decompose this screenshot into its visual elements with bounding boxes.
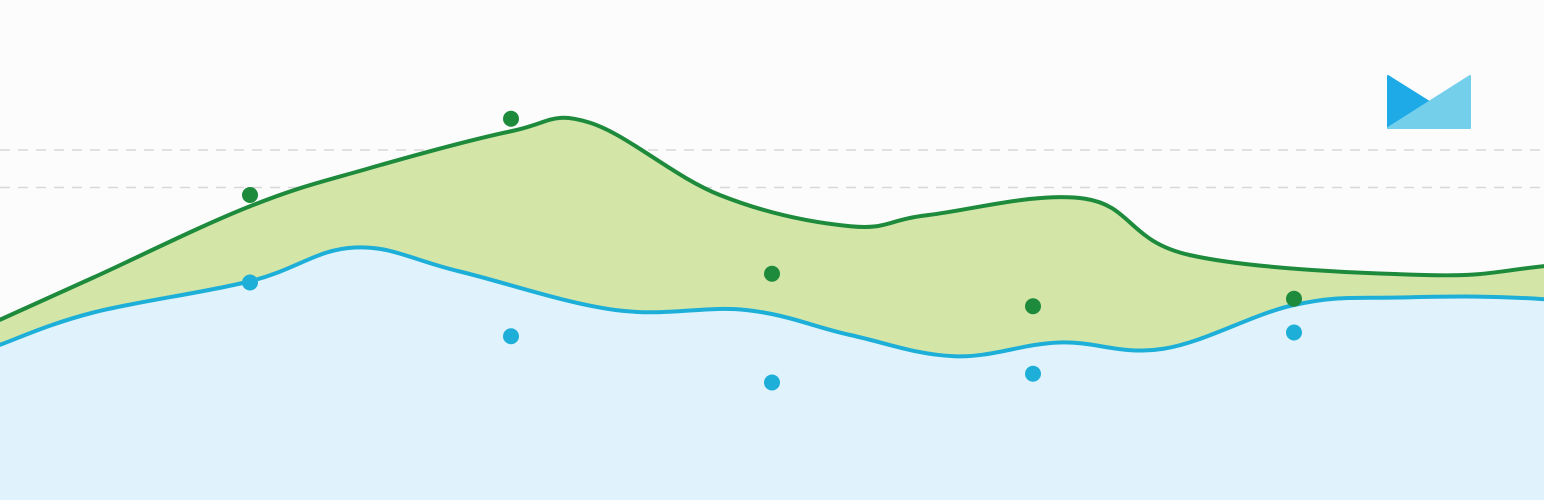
series-1-point-0[interactable] [242, 187, 258, 203]
series-2-point-4[interactable] [1286, 324, 1302, 341]
envelope-right-panel [1387, 75, 1471, 129]
envelope-icon [1387, 75, 1471, 129]
series-1-point-2[interactable] [764, 265, 780, 282]
series-2-area [0, 247, 1544, 500]
series-2-point-1[interactable] [503, 328, 519, 345]
series-1-point-4[interactable] [1286, 290, 1302, 307]
series-1-point-1[interactable] [503, 110, 519, 127]
series-2-point-3[interactable] [1025, 365, 1041, 382]
series-1-point-3[interactable] [1025, 298, 1041, 315]
series-2-line [0, 245, 1544, 359]
series-2-point-0[interactable] [242, 274, 258, 291]
mail-logo [1386, 75, 1472, 129]
series-2-point-2[interactable] [764, 374, 780, 391]
series-1-line [0, 115, 1544, 322]
